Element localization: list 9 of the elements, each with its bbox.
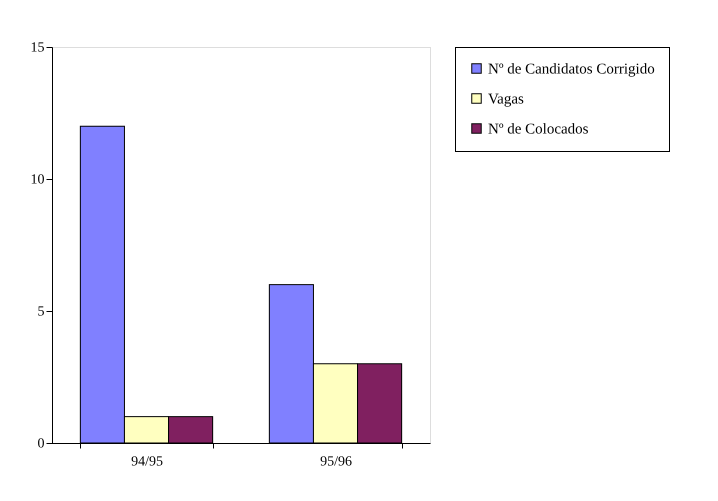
- y-tick-label: 0: [38, 436, 44, 452]
- x-tick-label: 94/95: [131, 454, 163, 470]
- y-tick-label: 5: [38, 304, 44, 320]
- y-tick-label: 15: [30, 40, 44, 56]
- y-tick-label: 10: [30, 172, 44, 188]
- legend-label: Vagas: [488, 92, 524, 108]
- legend-label: Nº de Colocados: [488, 122, 589, 138]
- legend-label: Nº de Candidatos Corrigido: [488, 62, 655, 78]
- x-tick-label: 95/96: [320, 454, 352, 470]
